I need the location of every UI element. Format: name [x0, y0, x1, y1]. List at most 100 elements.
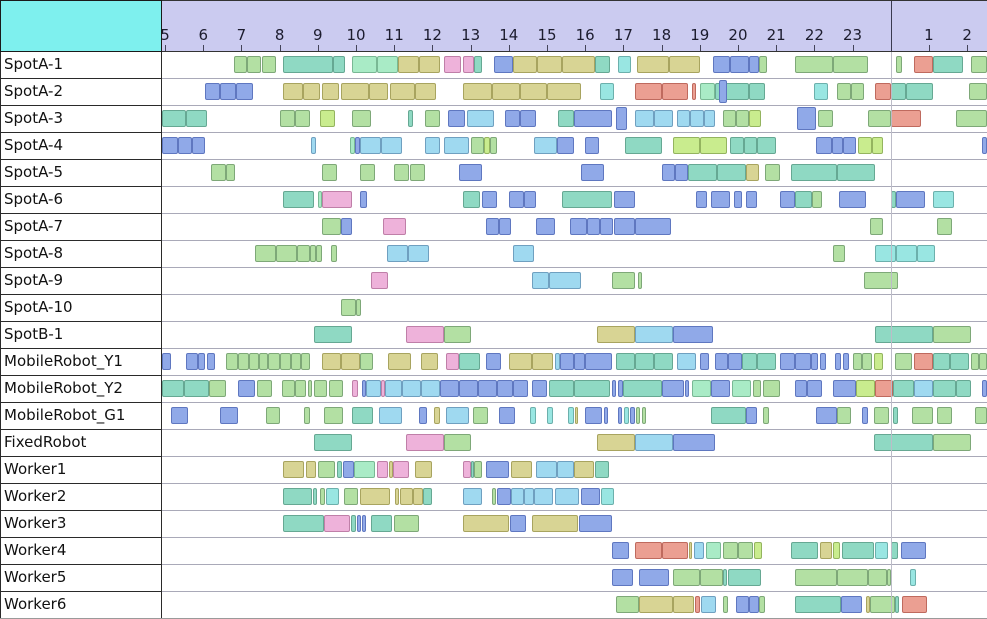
- gantt-bar[interactable]: [762, 407, 769, 424]
- gantt-bar[interactable]: [896, 245, 918, 262]
- gantt-bar[interactable]: [978, 353, 987, 370]
- gantt-bar[interactable]: [535, 461, 557, 478]
- gantt-bar[interactable]: [831, 137, 843, 154]
- gantt-bar[interactable]: [749, 56, 759, 73]
- gantt-bar[interactable]: [699, 137, 727, 154]
- row-label[interactable]: MobileRobot_Y2: [0, 376, 162, 403]
- gantt-bar[interactable]: [380, 137, 402, 154]
- gantt-bar[interactable]: [237, 380, 255, 397]
- gantt-bar[interactable]: [611, 272, 635, 289]
- gantt-bar[interactable]: [661, 380, 685, 397]
- gantt-bar[interactable]: [562, 56, 595, 73]
- gantt-bar[interactable]: [581, 164, 605, 181]
- gantt-bar[interactable]: [624, 407, 629, 424]
- gantt-bar[interactable]: [321, 83, 339, 100]
- gantt-bar[interactable]: [852, 353, 863, 370]
- gantt-bar[interactable]: [692, 83, 696, 100]
- gantt-bar[interactable]: [611, 542, 630, 559]
- gantt-bar[interactable]: [871, 137, 884, 154]
- gantt-bar[interactable]: [795, 380, 807, 397]
- gantt-bar[interactable]: [485, 461, 509, 478]
- gantt-bar[interactable]: [499, 407, 515, 424]
- gantt-bar[interactable]: [795, 569, 838, 586]
- gantt-bar[interactable]: [493, 56, 513, 73]
- gantt-bar[interactable]: [596, 326, 635, 343]
- gantt-bar[interactable]: [508, 353, 532, 370]
- gantt-bar[interactable]: [207, 353, 215, 370]
- gantt-bar[interactable]: [283, 488, 313, 505]
- gantt-bar[interactable]: [474, 461, 483, 478]
- gantt-bar[interactable]: [349, 137, 355, 154]
- gantt-bar[interactable]: [317, 191, 323, 208]
- gantt-bar[interactable]: [443, 434, 471, 451]
- gantt-bar[interactable]: [932, 353, 950, 370]
- gantt-bar[interactable]: [611, 569, 633, 586]
- gantt-bar[interactable]: [745, 191, 758, 208]
- gantt-bar[interactable]: [699, 353, 710, 370]
- gantt-bar[interactable]: [354, 461, 376, 478]
- gantt-bar[interactable]: [896, 56, 903, 73]
- gantt-bar[interactable]: [266, 407, 280, 424]
- gantt-bar[interactable]: [531, 272, 549, 289]
- gantt-bar[interactable]: [705, 542, 721, 559]
- gantt-bar[interactable]: [359, 488, 391, 505]
- gantt-bar[interactable]: [554, 353, 561, 370]
- gantt-bar[interactable]: [186, 110, 208, 127]
- gantt-bar[interactable]: [249, 353, 259, 370]
- gantt-bar[interactable]: [294, 110, 311, 127]
- gantt-bar[interactable]: [393, 461, 410, 478]
- gantt-bar[interactable]: [359, 164, 376, 181]
- gantt-bar[interactable]: [932, 380, 956, 397]
- gantt-bar[interactable]: [537, 56, 563, 73]
- gantt-bar[interactable]: [758, 596, 765, 613]
- row-label[interactable]: SpotA-5: [0, 160, 162, 187]
- gantt-bar[interactable]: [617, 56, 632, 73]
- gantt-bar[interactable]: [862, 353, 872, 370]
- gantt-bar[interactable]: [445, 353, 460, 370]
- gantt-bar[interactable]: [369, 83, 389, 100]
- gantt-bar[interactable]: [317, 461, 335, 478]
- gantt-bar[interactable]: [352, 380, 358, 397]
- gantt-bar[interactable]: [723, 569, 728, 586]
- gantt-bar[interactable]: [574, 407, 579, 424]
- gantt-bar[interactable]: [322, 191, 353, 208]
- gantt-bar[interactable]: [730, 56, 750, 73]
- gantt-bar[interactable]: [405, 434, 444, 451]
- gantt-bar[interactable]: [791, 164, 838, 181]
- gantt-bar[interactable]: [382, 218, 406, 235]
- gantt-bar[interactable]: [762, 380, 780, 397]
- row-label[interactable]: Worker1: [0, 457, 162, 484]
- gantt-bar[interactable]: [749, 110, 761, 127]
- gantt-bar[interactable]: [913, 353, 933, 370]
- gantt-bar[interactable]: [703, 110, 716, 127]
- gantt-bar[interactable]: [569, 218, 588, 235]
- gantt-bar[interactable]: [673, 596, 695, 613]
- gantt-bar[interactable]: [779, 191, 796, 208]
- gantt-bar[interactable]: [445, 407, 469, 424]
- gantt-bar[interactable]: [832, 542, 841, 559]
- gantt-bar[interactable]: [955, 380, 971, 397]
- gantt-bar[interactable]: [162, 380, 185, 397]
- gantt-bar[interactable]: [413, 488, 423, 505]
- gantt-bar[interactable]: [485, 353, 502, 370]
- gantt-bar[interactable]: [886, 569, 891, 586]
- gantt-bar[interactable]: [208, 380, 227, 397]
- gantt-bar[interactable]: [394, 488, 399, 505]
- gantt-bar[interactable]: [758, 56, 767, 73]
- gantt-bar[interactable]: [254, 245, 276, 262]
- gantt-bar[interactable]: [361, 380, 367, 397]
- gantt-bar[interactable]: [892, 380, 914, 397]
- gantt-bar[interactable]: [226, 164, 235, 181]
- gantt-bar[interactable]: [310, 137, 316, 154]
- gantt-bar[interactable]: [873, 434, 933, 451]
- gantt-bar[interactable]: [909, 569, 916, 586]
- gantt-bar[interactable]: [490, 137, 498, 154]
- gantt-bar[interactable]: [359, 191, 368, 208]
- gantt-bar[interactable]: [415, 83, 437, 100]
- row-label[interactable]: SpotA-7: [0, 214, 162, 241]
- gantt-bar[interactable]: [711, 407, 746, 424]
- gantt-bar[interactable]: [474, 56, 483, 73]
- gantt-bar[interactable]: [352, 407, 374, 424]
- gantt-bar[interactable]: [415, 461, 433, 478]
- gantt-bar[interactable]: [162, 353, 171, 370]
